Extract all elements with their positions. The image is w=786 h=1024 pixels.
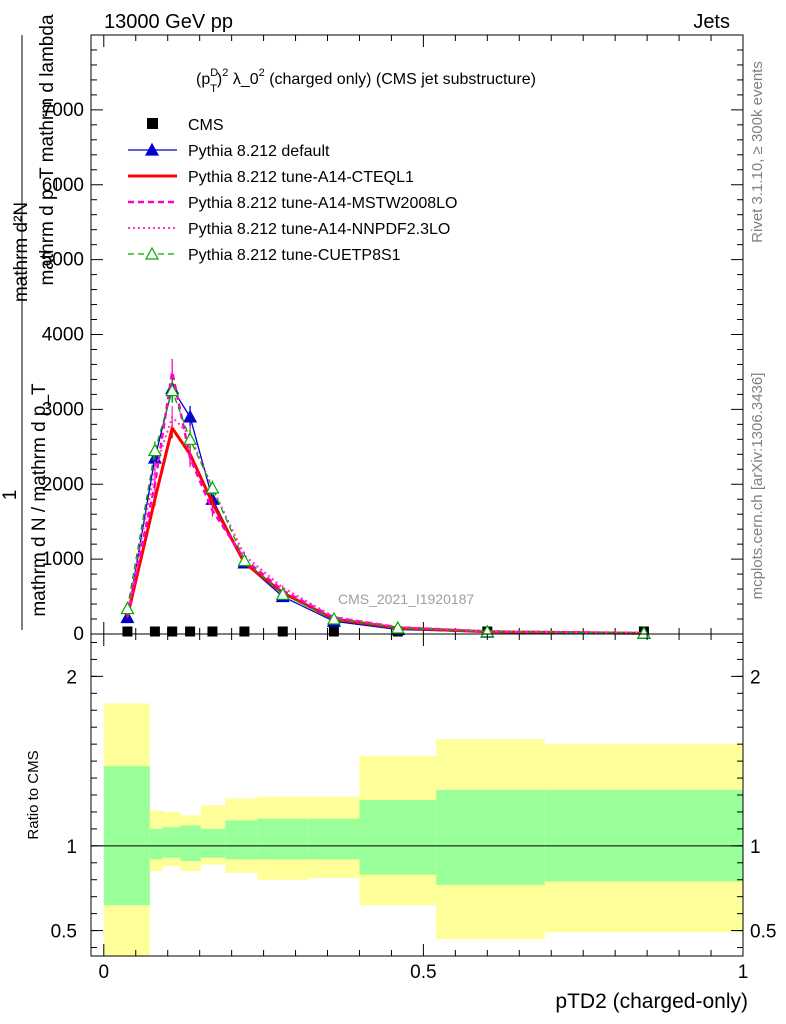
data-point	[237, 553, 252, 567]
analysis-tag: CMS_2021_I1920187	[338, 591, 474, 607]
main-y-tick-label: 5000	[42, 250, 84, 271]
ratio-inner-band-bin	[149, 828, 163, 860]
data-point	[183, 409, 198, 423]
title-sup-d: D	[210, 67, 218, 79]
data-point	[147, 443, 162, 457]
mcplots-watermark: mcplots.cern.ch [arXiv:1306.3436]	[749, 373, 766, 600]
legend-entry: Pythia 8.212 tune-A14-NNPDF2.3LO	[128, 221, 450, 238]
legend-label: Pythia 8.212 tune-A14-NNPDF2.3LO	[188, 221, 450, 238]
legend-triangle-marker	[144, 246, 160, 260]
plot-title: (pD T)2 λ_02 (charged only) (CMS jet subs…	[196, 67, 536, 95]
ratio-inner-band-bin	[257, 818, 309, 860]
ratio-y-axis: 0.5 0.5 1 1 2 2	[51, 641, 776, 949]
main-y-tick-label: 6000	[42, 175, 84, 196]
legend-label: CMS	[188, 117, 224, 134]
ratio-y-tick-label-left: 1	[66, 837, 77, 858]
title-sup-2a: 2	[222, 67, 228, 79]
series-line	[126, 388, 644, 634]
data-point	[390, 620, 405, 634]
main-y-tick-label: 3000	[42, 399, 84, 420]
legend-label: Pythia 8.212 tune-A14-CTEQL1	[188, 169, 414, 186]
data-point	[328, 626, 339, 637]
main-y-tick-label: 0	[73, 624, 84, 645]
data-point	[122, 626, 133, 637]
data-point	[326, 611, 341, 625]
ratio-inner-band-bin	[359, 800, 437, 875]
header-left: 13000 GeV pp	[104, 11, 233, 33]
x-axis-label: pTD2 (charged-only)	[555, 990, 748, 1013]
ratio-x-axis: 0 0.5 1	[98, 634, 748, 983]
main-y-tick-label: 7000	[42, 100, 84, 121]
ratio-y-tick-label-right: 0.5	[750, 922, 776, 943]
ratio-inner-band-bin	[225, 820, 258, 860]
ratio-inner-band-bin	[308, 818, 360, 860]
title-part-c: λ_0	[228, 71, 258, 88]
data-point	[277, 626, 288, 637]
data-point	[149, 626, 160, 637]
ratio-y-tick-label-left: 0.5	[51, 922, 77, 943]
data-point	[275, 587, 290, 600]
main-y-axis: 0 1000 2000 3000 4000 5000 6000 7000	[42, 49, 743, 645]
title-part-d: (charged only) (CMS jet substructure)	[265, 71, 536, 88]
x-tick-label: 1	[738, 962, 749, 983]
data-point	[165, 383, 180, 397]
x-tick-label: 0.5	[410, 962, 436, 983]
main-y-tick-label: 2000	[42, 474, 84, 495]
data-point	[205, 480, 220, 494]
ratio-inner-band-bin	[162, 827, 181, 858]
title-part-a: (p	[196, 71, 210, 88]
header-right: Jets	[693, 11, 730, 33]
ratio-inner-band-bin	[200, 828, 226, 858]
legend: CMS Pythia 8.212 default Pythia 8.212 tune…	[128, 117, 457, 264]
legend-label: Pythia 8.212 default	[188, 143, 330, 160]
ratio-inner-band-bin	[103, 766, 150, 906]
main-y-tick-label: 1000	[42, 549, 84, 570]
legend-entry: Pythia 8.212 tune-A14-MSTW2008LO	[128, 195, 457, 212]
legend-entry: CMS	[147, 117, 224, 134]
legend-entry: Pythia 8.212 tune-A14-CTEQL1	[128, 169, 414, 186]
ratio-y-tick-label-right: 1	[750, 837, 761, 858]
data-point	[120, 601, 135, 615]
data-point	[167, 626, 178, 637]
data-point	[239, 626, 250, 637]
ratio-y-tick-label-left: 2	[66, 667, 77, 688]
ratio-inner-band-bin	[436, 789, 545, 885]
legend-triangle-marker	[144, 142, 160, 156]
legend-entry: Pythia 8.212 tune-CUETP8S1	[128, 246, 401, 264]
data-point	[185, 626, 196, 637]
title-sup-2b: 2	[259, 67, 265, 79]
legend-entry: Pythia 8.212 default	[128, 142, 330, 160]
ratio-ylabel: Ratio to CMS	[25, 750, 42, 839]
series-layer	[120, 358, 651, 640]
legend-label: Pythia 8.212 tune-A14-MSTW2008LO	[188, 195, 457, 212]
ratio-bands	[103, 703, 743, 956]
legend-label: Pythia 8.212 tune-CUETP8S1	[188, 247, 401, 264]
legend-square-marker	[147, 118, 158, 129]
data-point	[207, 626, 218, 637]
main-y-tick-label: 4000	[42, 325, 84, 346]
title-part-b: )	[217, 71, 222, 88]
title-sub-t: T	[210, 83, 217, 95]
rivet-watermark: Rivet 3.1.10, ≥ 300k events	[749, 61, 766, 243]
data-point	[183, 432, 198, 445]
ratio-y-tick-label-right: 2	[750, 667, 761, 688]
ratio-inner-band-bin	[544, 789, 743, 882]
x-tick-label: 0	[98, 962, 109, 983]
ylabel-line4: mathrm d N / mathrm d p_T	[29, 383, 50, 617]
ratio-inner-band-bin	[180, 825, 201, 862]
ylabel-line2: mathrm d p_T mathrm d lambda	[37, 14, 58, 285]
ylabel-line3: 1	[0, 490, 21, 501]
